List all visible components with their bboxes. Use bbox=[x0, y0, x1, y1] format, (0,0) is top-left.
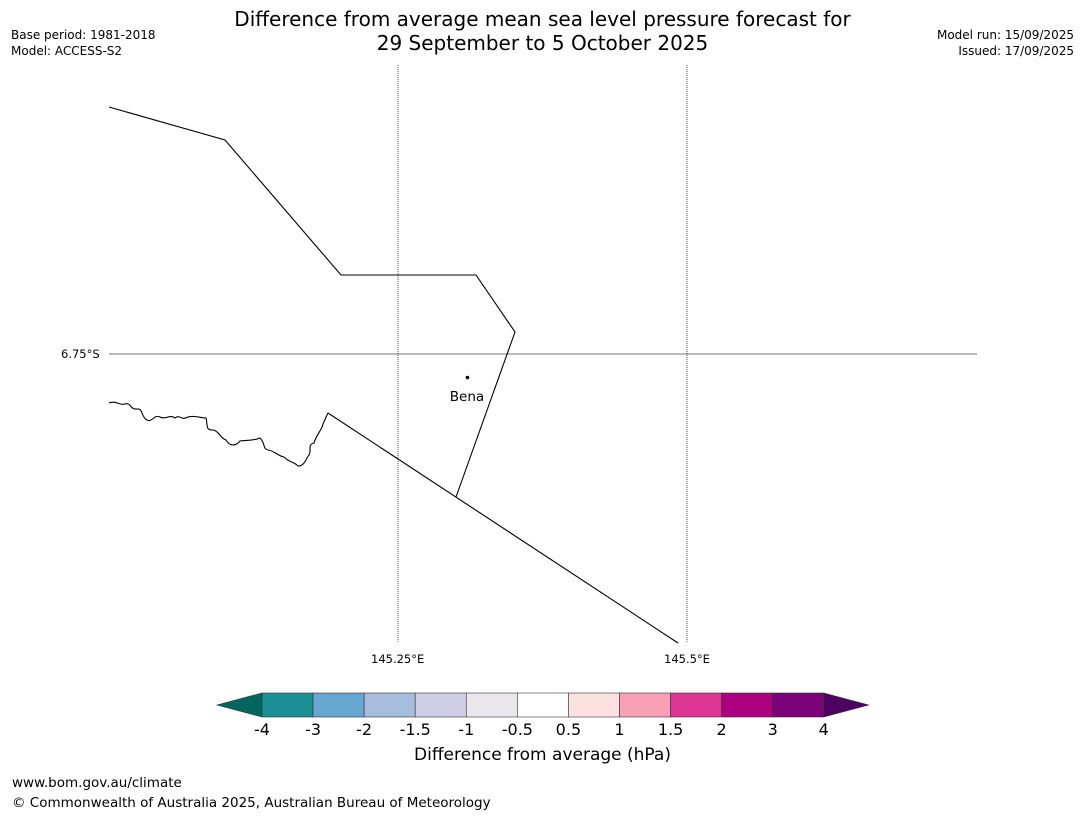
boundary-south bbox=[327, 412, 679, 644]
model-info: Base period: 1981-2018 Model: ACCESS-S2 bbox=[11, 27, 156, 59]
model-run-date: Model run: 15/09/2025 bbox=[936, 28, 1074, 42]
town-marker bbox=[465, 375, 470, 380]
colorbar-bin bbox=[312, 692, 365, 718]
colorbar-tick-label: 2 bbox=[716, 720, 727, 739]
title-line-2: 29 September to 5 October 2025 bbox=[376, 31, 709, 55]
footer-copyright: © Commonwealth of Australia 2025, Austra… bbox=[12, 795, 491, 811]
issued-date: Issued: 17/09/2025 bbox=[958, 44, 1074, 58]
colorbar-extend-max bbox=[823, 692, 870, 718]
colorbar-bin bbox=[363, 692, 416, 718]
colorbar-tick-label: -2 bbox=[356, 720, 373, 739]
colorbar-bin bbox=[261, 692, 314, 718]
colorbar-tick-label: 4 bbox=[818, 720, 829, 739]
colorbar-bin bbox=[670, 692, 722, 718]
model-name: Model: ACCESS-S2 bbox=[11, 44, 123, 58]
colorbar-extend-min bbox=[215, 692, 263, 718]
colorbar-tick-label: 1.5 bbox=[657, 720, 684, 739]
colorbar-tick-label: -0.5 bbox=[501, 720, 533, 739]
colorbar-bin bbox=[568, 692, 620, 718]
title-line-1: Difference from average mean sea level p… bbox=[234, 7, 851, 31]
colorbar-tick-label: 0.5 bbox=[555, 720, 582, 739]
lon-label-2: 145.5°E bbox=[664, 652, 710, 666]
colorbar-tick-label: 1 bbox=[614, 720, 625, 739]
colorbar-tick-label: -1 bbox=[458, 720, 475, 739]
colorbar-tick-label: -4 bbox=[254, 720, 270, 739]
town-label: Bena bbox=[450, 389, 484, 405]
colorbar-bin bbox=[772, 692, 825, 718]
lat-label: 6.75°S bbox=[61, 347, 100, 361]
chart-title: Difference from average mean sea level p… bbox=[0, 7, 1085, 55]
colorbar bbox=[215, 692, 870, 718]
base-period: Base period: 1981-2018 bbox=[11, 28, 156, 42]
colorbar-bin bbox=[465, 692, 518, 718]
colorbar-bin bbox=[517, 692, 569, 718]
river-line bbox=[108, 401, 329, 467]
colorbar-tick-label: 3 bbox=[767, 720, 778, 739]
colorbar-tick-label: -1.5 bbox=[399, 720, 431, 739]
colorbar-label: Difference from average (hPa) bbox=[414, 745, 671, 765]
run-info: Model run: 15/09/2025 Issued: 17/09/2025 bbox=[937, 27, 1074, 59]
lon-label-1: 145.25°E bbox=[371, 652, 425, 666]
colorbar-tick-label: -3 bbox=[305, 720, 322, 739]
boundary-north bbox=[108, 106, 516, 498]
colorbar-bin bbox=[414, 692, 467, 718]
colorbar-bin bbox=[721, 692, 774, 718]
footer-url: www.bom.gov.au/climate bbox=[12, 775, 182, 791]
colorbar-bin bbox=[619, 692, 671, 718]
